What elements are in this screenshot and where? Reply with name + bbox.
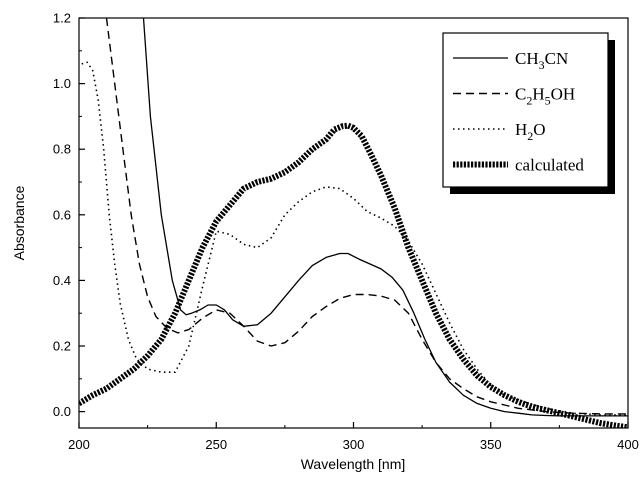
series-line-dashed	[105, 18, 628, 415]
y-tick-label: 0.0	[53, 404, 71, 419]
series-line-thick	[79, 122, 628, 428]
x-tick-label: 350	[480, 437, 502, 452]
x-tick-label: 200	[68, 437, 90, 452]
y-tick-label: 0.6	[53, 207, 71, 222]
legend-label: calculated	[515, 156, 584, 175]
y-tick-label: 1.2	[53, 11, 71, 26]
y-tick-label: 1.0	[53, 76, 71, 91]
x-tick-label: 300	[343, 437, 365, 452]
x-tick-label: 250	[205, 437, 227, 452]
series-line-solid	[142, 18, 628, 417]
legend-label: CH3CN	[515, 49, 568, 72]
y-tick-label: 0.8	[53, 142, 71, 157]
y-axis-label: Absorbance	[11, 185, 27, 260]
x-axis-label: Wavelength [nm]	[301, 456, 406, 472]
y-tick-label: 0.2	[53, 339, 71, 354]
legend: CH3CN C2H5OH H2O calculated	[442, 32, 615, 194]
legend-label: H2O	[515, 120, 546, 143]
series-layer	[79, 18, 628, 428]
axes-layer: 200 250 300 350 400 0.0 0.2 0.4 0.6 0.8 1.0 1.2	[53, 11, 639, 453]
x-tick-label: 400	[617, 437, 639, 452]
legend-box	[442, 32, 609, 188]
legend-label: C2H5OH	[515, 85, 575, 108]
y-tick-label: 0.4	[53, 273, 71, 288]
